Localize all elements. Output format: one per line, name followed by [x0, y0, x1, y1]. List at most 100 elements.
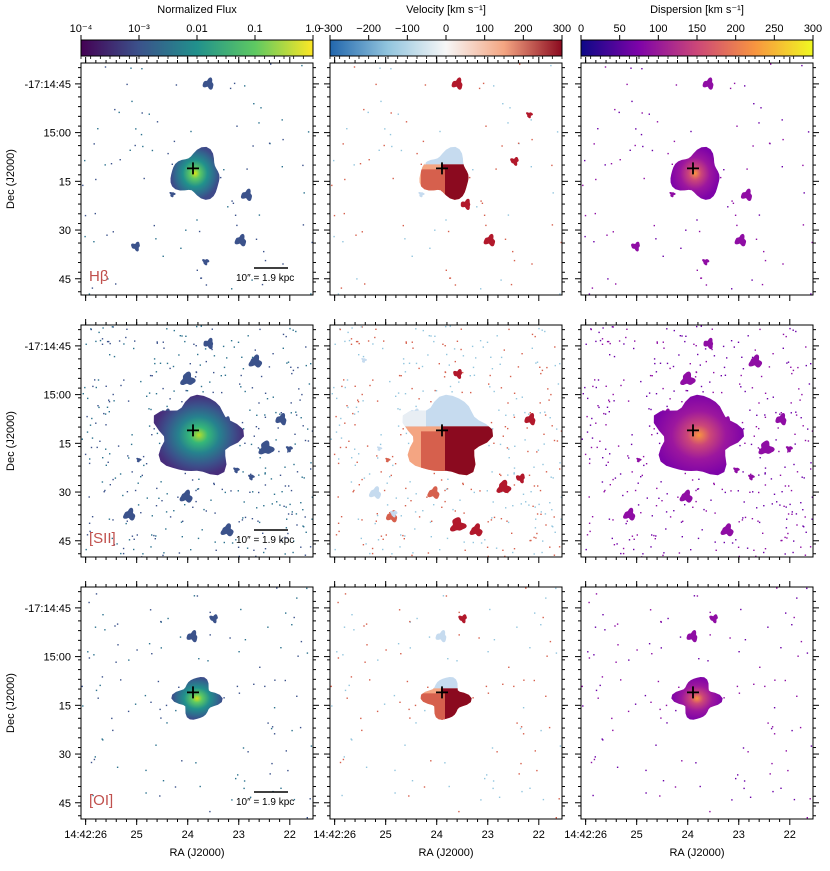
noise-pixel	[107, 278, 109, 280]
noise-pixel	[264, 414, 266, 416]
noise-pixel	[302, 164, 304, 167]
noise-pixel	[111, 326, 114, 328]
noise-pixel	[752, 491, 754, 493]
noise-pixel	[791, 513, 793, 515]
noise-pixel	[556, 131, 559, 133]
noise-pixel	[556, 428, 558, 430]
noise-pixel	[280, 787, 282, 789]
emission-patch	[435, 630, 447, 643]
noise-pixel	[685, 335, 687, 337]
noise-pixel	[560, 430, 562, 432]
noise-pixel	[642, 455, 645, 458]
noise-pixel	[510, 283, 513, 286]
noise-pixel	[520, 503, 522, 505]
noise-pixel	[699, 785, 701, 788]
noise-pixel	[90, 446, 93, 449]
noise-pixel	[498, 409, 500, 411]
noise-pixel	[655, 393, 658, 395]
noise-pixel	[616, 623, 619, 625]
noise-pixel	[492, 780, 495, 782]
noise-pixel	[479, 490, 481, 492]
noise-pixel	[296, 695, 298, 697]
noise-pixel	[807, 428, 809, 430]
noise-pixel	[426, 496, 428, 498]
noise-pixel	[193, 343, 195, 345]
emission-patch	[186, 630, 198, 643]
noise-pixel	[209, 381, 211, 383]
noise-pixel	[540, 511, 542, 513]
scale-bar-label: 10″ = 1.9 kpc	[236, 273, 294, 284]
noise-pixel	[631, 535, 634, 537]
noise-pixel	[530, 166, 532, 168]
noise-pixel	[460, 328, 462, 330]
noise-pixel	[305, 346, 307, 348]
noise-pixel	[604, 629, 606, 631]
noise-pixel	[532, 505, 534, 507]
noise-pixel	[608, 340, 610, 343]
noise-pixel	[108, 518, 111, 520]
noise-pixel	[284, 536, 286, 539]
noise-pixel	[259, 666, 261, 668]
noise-pixel	[682, 520, 684, 522]
noise-pixel	[415, 328, 417, 330]
noise-pixel	[392, 177, 394, 180]
noise-pixel	[356, 461, 358, 463]
noise-pixel	[721, 488, 723, 491]
noise-pixel	[404, 744, 406, 746]
noise-pixel	[397, 392, 400, 394]
noise-pixel	[753, 683, 755, 685]
noise-pixel	[785, 612, 787, 614]
colorbar-tick-label: 200	[514, 23, 532, 35]
noise-pixel	[498, 796, 501, 798]
noise-pixel	[709, 611, 711, 614]
noise-pixel	[696, 325, 698, 328]
noise-pixel	[768, 366, 771, 368]
noise-pixel	[793, 798, 796, 801]
noise-pixel	[796, 695, 798, 697]
noise-pixel	[293, 463, 295, 466]
noise-pixel	[145, 463, 148, 465]
noise-pixel	[764, 392, 767, 394]
noise-pixel	[559, 293, 561, 295]
noise-pixel	[296, 471, 299, 473]
noise-pixel	[504, 555, 506, 557]
noise-pixel	[500, 279, 502, 281]
noise-pixel	[290, 489, 293, 492]
noise-pixel	[735, 539, 737, 541]
noise-pixel	[737, 490, 739, 492]
noise-pixel	[297, 655, 299, 657]
noise-pixel	[655, 744, 657, 746]
emission-patch	[631, 241, 640, 252]
noise-pixel	[112, 729, 114, 732]
emission-patch	[427, 486, 440, 499]
noise-pixel	[118, 111, 120, 114]
noise-pixel	[405, 341, 407, 343]
noise-pixel	[496, 335, 498, 337]
noise-pixel	[258, 427, 260, 430]
noise-pixel	[761, 283, 764, 286]
noise-pixel	[263, 505, 265, 507]
noise-pixel	[606, 406, 609, 408]
noise-pixel	[444, 371, 447, 374]
noise-pixel	[529, 539, 531, 542]
noise-pixel	[244, 516, 247, 519]
noise-pixel	[403, 538, 405, 540]
emission-patch	[734, 233, 747, 247]
emission-patch	[180, 371, 196, 385]
noise-pixel	[179, 335, 181, 337]
noise-pixel	[97, 379, 100, 381]
noise-pixel	[355, 234, 357, 236]
noise-pixel	[513, 416, 516, 418]
noise-pixel	[115, 283, 117, 285]
panel-frame	[80, 62, 314, 296]
noise-pixel	[295, 411, 297, 413]
noise-pixel	[275, 411, 277, 414]
noise-pixel	[333, 214, 336, 217]
noise-pixel	[505, 414, 507, 416]
noise-pixel	[751, 387, 754, 389]
noise-pixel	[531, 347, 533, 349]
noise-pixel	[534, 335, 536, 338]
noise-pixel	[141, 68, 143, 70]
emission-patch	[285, 446, 293, 453]
noise-pixel	[271, 726, 274, 728]
